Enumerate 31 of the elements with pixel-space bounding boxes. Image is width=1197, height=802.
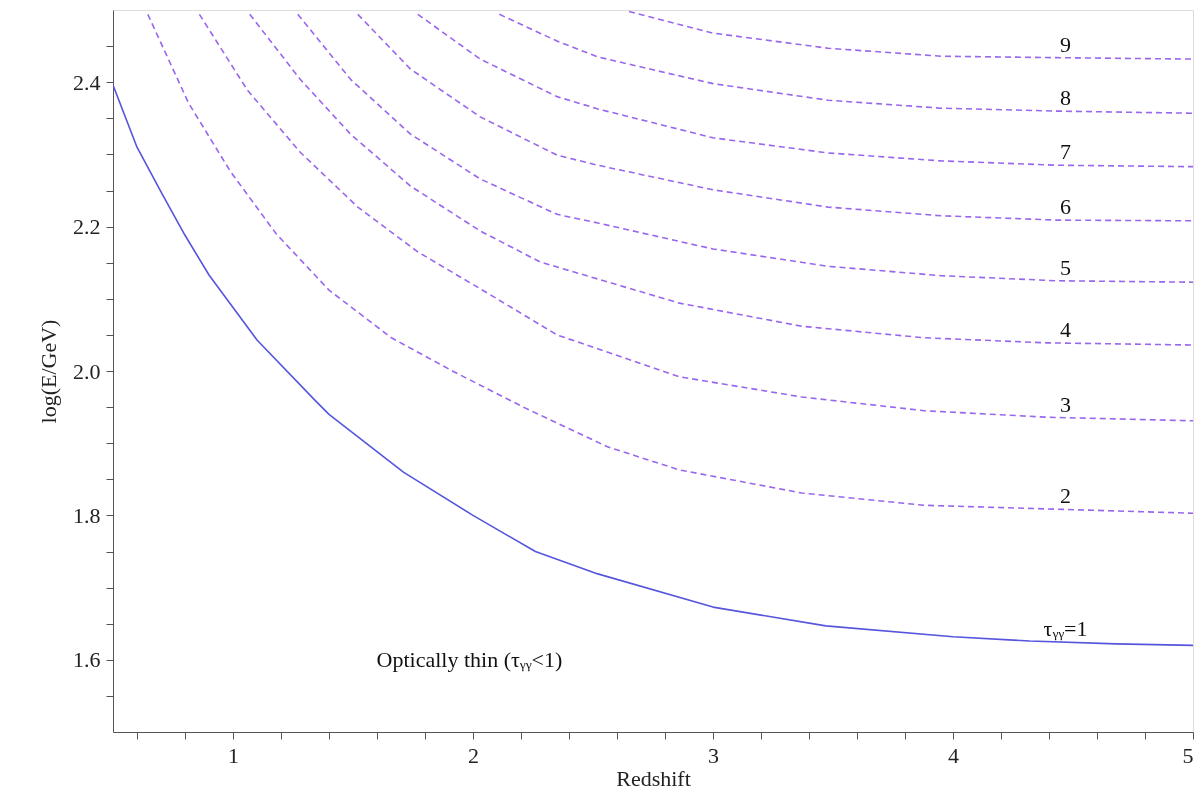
line-series: [357, 13, 1193, 222]
series-label: 2: [1060, 483, 1072, 509]
line-series: [147, 13, 1193, 515]
line-series: [417, 13, 1193, 168]
y-tick-label: 1.6: [73, 647, 101, 673]
x-tick-label: 5: [1182, 742, 1194, 768]
series-label: 8: [1060, 85, 1072, 111]
line-series: [297, 13, 1193, 283]
series-label: 4: [1060, 317, 1072, 343]
y-tick-label: 2.2: [73, 214, 101, 240]
line-series: [198, 13, 1193, 422]
line-series: [113, 84, 1193, 647]
line-series: [249, 13, 1193, 346]
series-label: τᵧᵧ=1: [1043, 616, 1088, 642]
annotation: Optically thin (τᵧᵧ<1): [376, 646, 563, 672]
x-tick-label: 2: [468, 742, 479, 768]
x-tick-label: 3: [708, 742, 719, 768]
series-label: 7: [1060, 139, 1072, 165]
series-label: 9: [1060, 31, 1072, 57]
line-series: [628, 10, 1193, 60]
y-tick-label: 2.0: [73, 358, 101, 384]
series-label: 5: [1060, 254, 1072, 280]
x-axis-title: Redshift: [616, 765, 691, 791]
series-label: 6: [1060, 194, 1072, 220]
y-tick-label: 2.4: [73, 69, 101, 95]
series-label: 3: [1060, 391, 1072, 417]
x-tick-label: 1: [228, 742, 239, 768]
line-series: [498, 13, 1193, 115]
x-tick-label: 4: [948, 742, 959, 768]
y-axis-title: log(E/GeV): [36, 319, 61, 424]
y-tick-label: 1.8: [73, 502, 101, 528]
